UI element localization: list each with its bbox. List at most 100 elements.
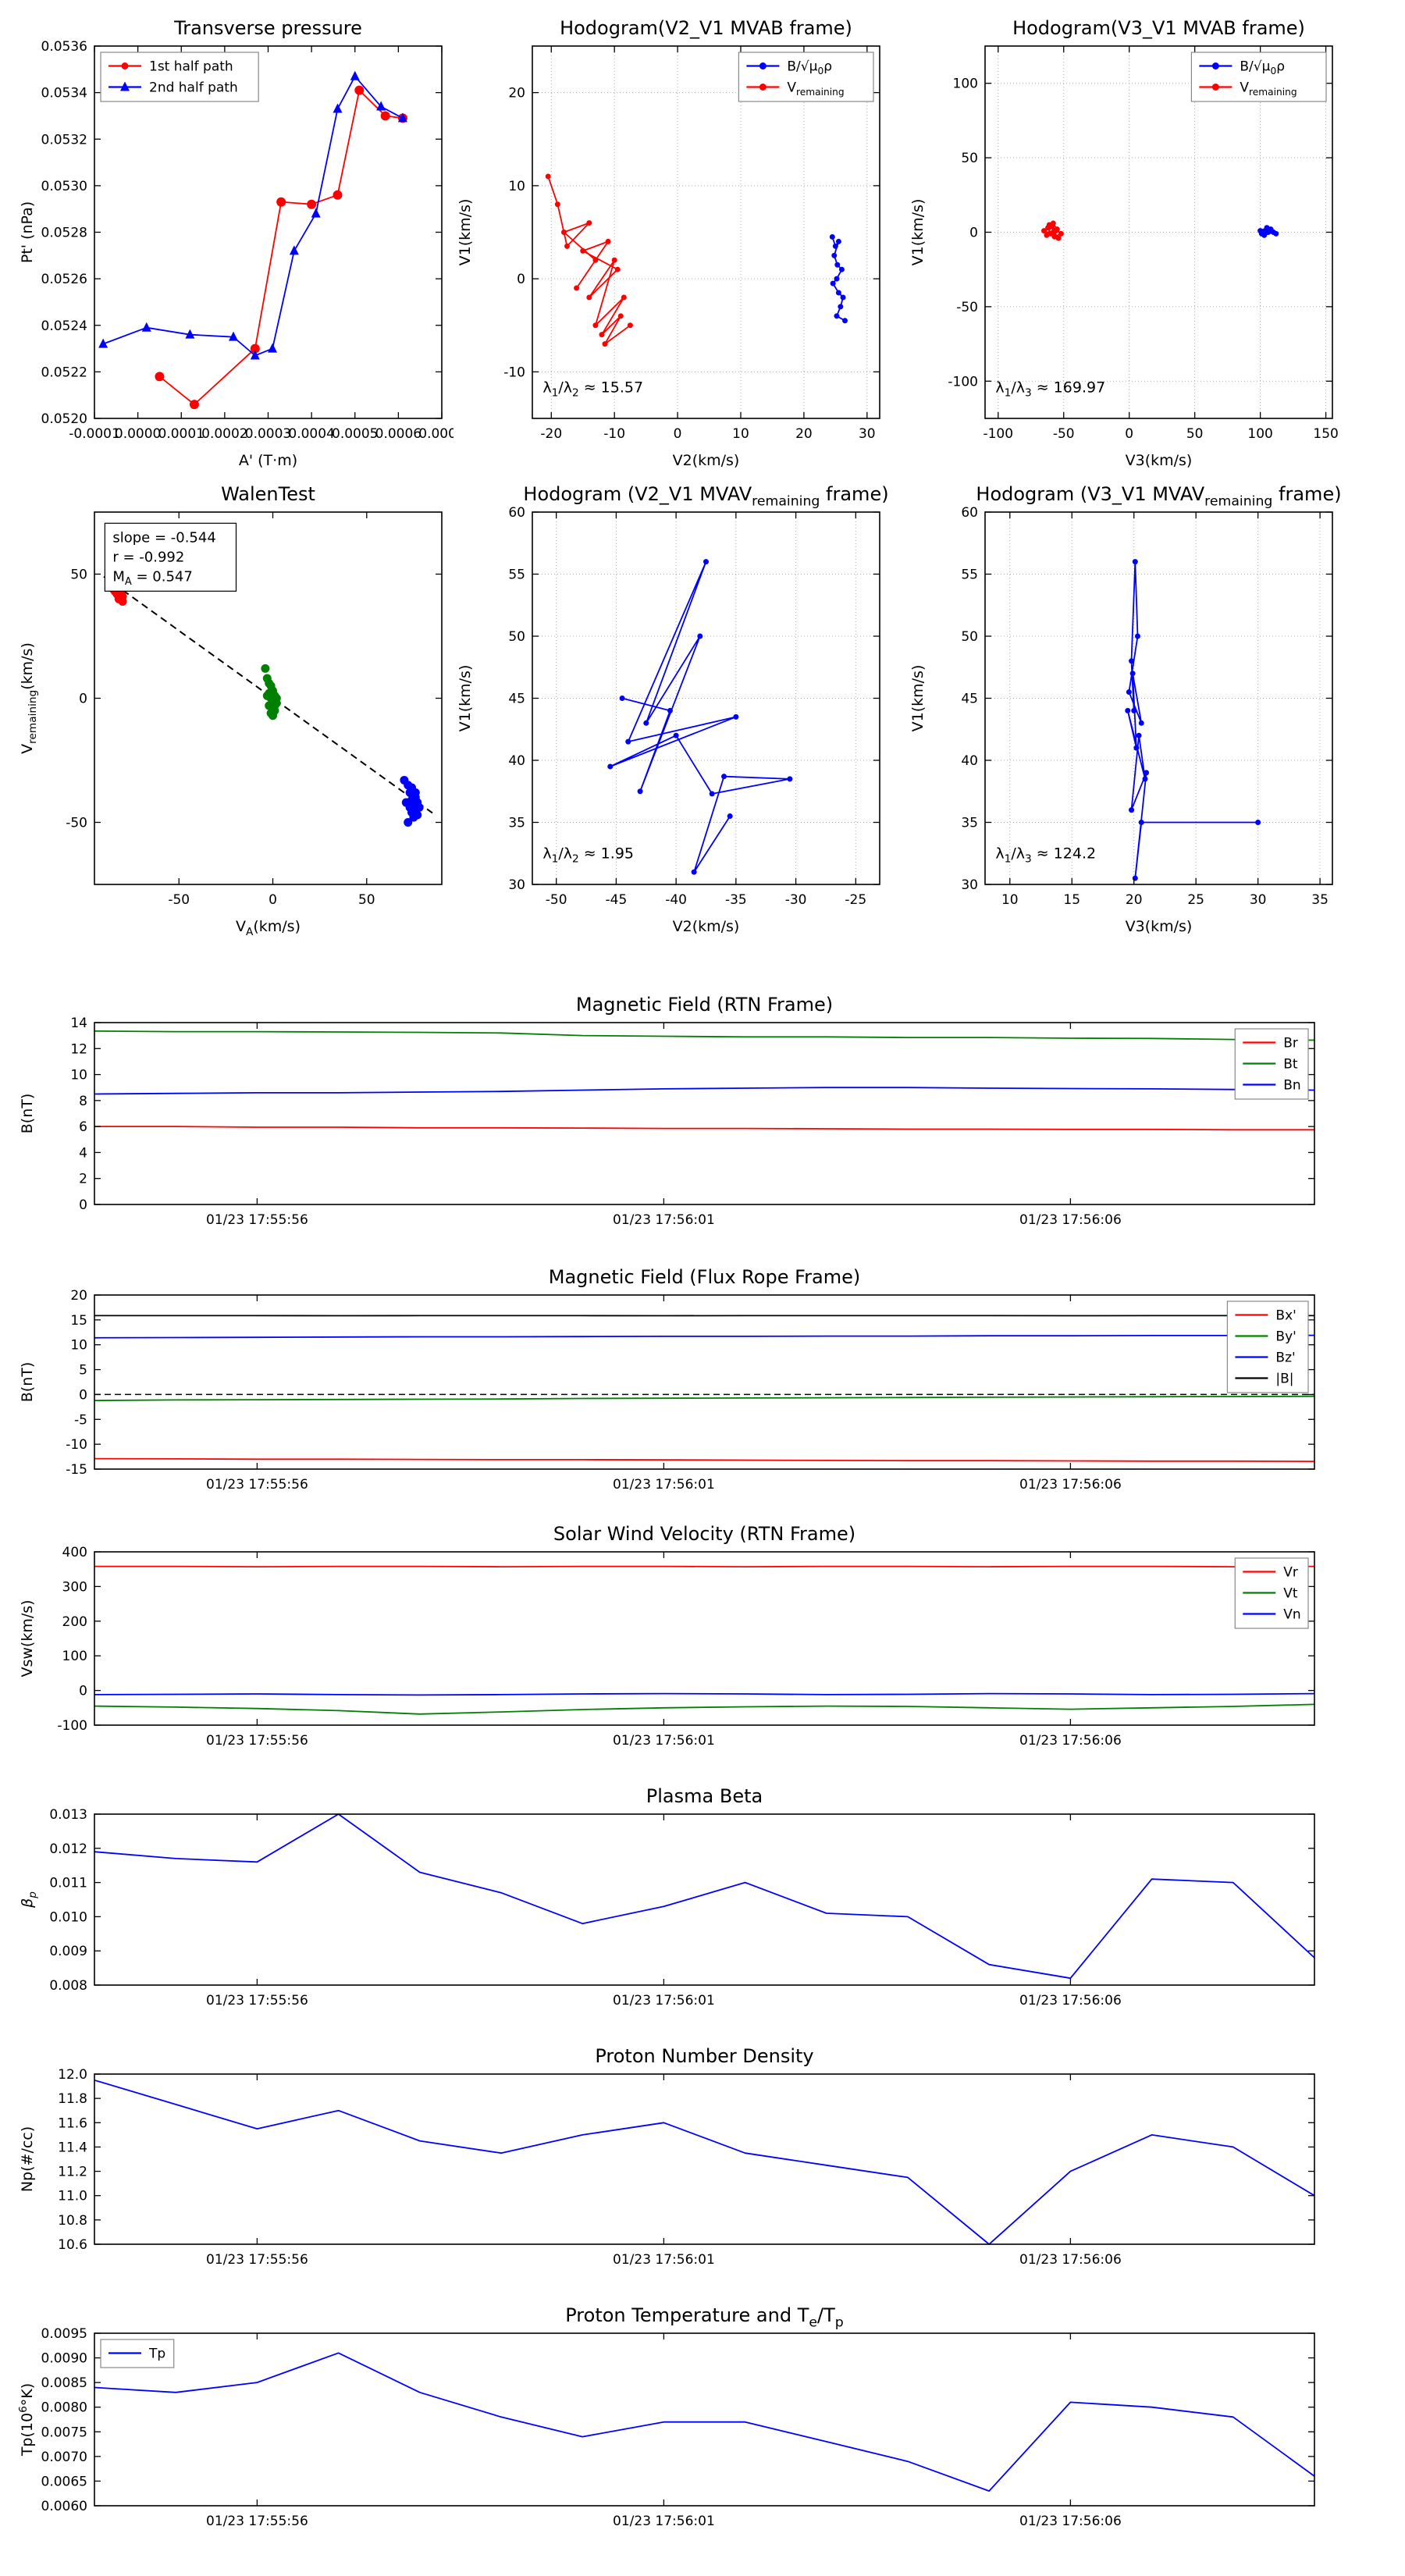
svg-text:01/23 17:56:06: 01/23 17:56:06 <box>1019 1993 1122 2008</box>
svg-text:01/23 17:55:56: 01/23 17:55:56 <box>206 2514 308 2529</box>
svg-text:-35: -35 <box>725 892 747 908</box>
svg-text:V2(km/s): V2(km/s) <box>673 452 740 469</box>
svg-text:10: 10 <box>1001 892 1019 908</box>
svg-text:11.2: 11.2 <box>58 2165 87 2180</box>
svg-text:2: 2 <box>79 1172 87 1187</box>
svg-text:10: 10 <box>508 179 525 194</box>
svg-text:25: 25 <box>1187 892 1204 908</box>
svg-text:5: 5 <box>79 1363 87 1379</box>
svg-text:01/23 17:55:56: 01/23 17:55:56 <box>206 1993 308 2008</box>
svg-text:01/23 17:56:01: 01/23 17:56:01 <box>613 1993 715 2008</box>
svg-text:-50: -50 <box>956 300 978 315</box>
svg-text:11.6: 11.6 <box>58 2115 87 2131</box>
svg-text:0.0005: 0.0005 <box>332 426 378 442</box>
svg-text:-15: -15 <box>66 1462 87 1478</box>
svg-text:0.008: 0.008 <box>49 1978 87 1994</box>
svg-text:V1(km/s): V1(km/s) <box>909 665 927 732</box>
svg-text:0.0080: 0.0080 <box>41 2400 87 2416</box>
svg-text:35: 35 <box>961 816 978 831</box>
svg-text:01/23 17:56:06: 01/23 17:56:06 <box>1019 2514 1122 2529</box>
svg-text:VA(km/s): VA(km/s) <box>236 918 301 938</box>
svg-text:V2(km/s): V2(km/s) <box>673 918 740 935</box>
svg-text:30: 30 <box>1250 892 1267 908</box>
svg-text:200: 200 <box>62 1614 87 1630</box>
svg-text:Plasma Beta: Plasma Beta <box>646 1785 763 1807</box>
svg-text:Pt' (nPa): Pt' (nPa) <box>19 201 36 263</box>
svg-text:Tp: Tp <box>148 2347 165 2362</box>
svg-text:-40: -40 <box>665 892 687 908</box>
svg-text:12.0: 12.0 <box>58 2067 87 2083</box>
svg-text:0.0007: 0.0007 <box>418 426 454 442</box>
svg-text:0.0060: 0.0060 <box>41 2499 87 2514</box>
svg-text:B(nT): B(nT) <box>19 1362 36 1403</box>
svg-text:λ1/λ3 ≈ 124.2: λ1/λ3 ≈ 124.2 <box>995 845 1096 866</box>
svg-text:-30: -30 <box>785 892 807 908</box>
svg-text:Transverse pressure: Transverse pressure <box>173 17 362 39</box>
svg-text:01/23 17:56:01: 01/23 17:56:01 <box>613 1477 715 1493</box>
svg-text:λ1/λ3 ≈ 169.97: λ1/λ3 ≈ 169.97 <box>995 379 1105 400</box>
svg-text:Solar Wind Velocity (RTN Frame: Solar Wind Velocity (RTN Frame) <box>553 1523 855 1545</box>
svg-text:10: 10 <box>70 1338 87 1354</box>
svg-text:11.8: 11.8 <box>58 2091 87 2107</box>
solar-wind-velocity-chart: 01/23 17:55:56 01/23 17:56:01 01/23 17:56:… <box>16 1513 1326 1774</box>
svg-text:45: 45 <box>508 692 525 707</box>
svg-text:0.009: 0.009 <box>49 1944 87 1959</box>
svg-text:0.013: 0.013 <box>49 1807 87 1823</box>
svg-text:0.0075: 0.0075 <box>41 2425 87 2440</box>
svg-text:V1(km/s): V1(km/s) <box>909 199 927 266</box>
magnetic-field-rtn-chart: 01/23 17:55:56 01/23 17:56:01 01/23 17:56:… <box>16 984 1326 1254</box>
svg-text:B/√μ0ρ: B/√μ0ρ <box>1240 59 1285 77</box>
svg-text:0: 0 <box>1125 426 1133 442</box>
svg-text:01/23 17:56:01: 01/23 17:56:01 <box>613 2514 715 2529</box>
svg-text:15: 15 <box>1063 892 1080 908</box>
svg-text:|B|: |B| <box>1275 1372 1293 1387</box>
svg-text:45: 45 <box>961 692 978 707</box>
svg-text:6: 6 <box>79 1119 87 1135</box>
svg-text:0.0070: 0.0070 <box>41 2450 87 2465</box>
svg-text:Bt: Bt <box>1283 1057 1298 1073</box>
svg-text:0.0004: 0.0004 <box>288 426 334 442</box>
svg-text:150: 150 <box>1313 426 1338 442</box>
svg-text:0.0520: 0.0520 <box>41 411 87 427</box>
svg-text:0.0002: 0.0002 <box>201 426 247 442</box>
svg-text:0: 0 <box>269 892 277 908</box>
svg-text:-45: -45 <box>606 892 628 908</box>
svg-text:0.011: 0.011 <box>49 1876 87 1891</box>
svg-text:-50: -50 <box>546 892 567 908</box>
svg-text:2nd half path: 2nd half path <box>149 80 238 96</box>
svg-text:0.0065: 0.0065 <box>41 2474 87 2489</box>
svg-text:V1(km/s): V1(km/s) <box>457 665 474 732</box>
proton-temperature-chart: 01/23 17:55:56 01/23 17:56:01 01/23 17:56:… <box>16 2294 1326 2555</box>
svg-text:4: 4 <box>79 1145 87 1161</box>
svg-text:-0.0001: -0.0001 <box>69 426 120 442</box>
svg-text:V1(km/s): V1(km/s) <box>457 199 474 266</box>
svg-text:V3(km/s): V3(km/s) <box>1126 918 1193 935</box>
svg-text:Bn: Bn <box>1283 1078 1300 1094</box>
svg-text:0.0006: 0.0006 <box>375 426 422 442</box>
hodogram-v3v1-mvav-chart: 10 15 20 25 30 35 30 35 40 45 50 55 60 Hodogram (V3_V… <box>907 474 1344 966</box>
svg-text:-100: -100 <box>948 374 978 390</box>
svg-text:11.4: 11.4 <box>58 2140 87 2155</box>
svg-text:14: 14 <box>70 1016 87 1031</box>
svg-text:30: 30 <box>859 426 876 442</box>
svg-text:βp: βp <box>19 1891 39 1909</box>
svg-text:10: 10 <box>732 426 749 442</box>
svg-text:-5: -5 <box>74 1412 87 1428</box>
svg-text:01/23 17:56:06: 01/23 17:56:06 <box>1019 1733 1122 1749</box>
svg-text:01/23 17:56:01: 01/23 17:56:01 <box>613 2252 715 2268</box>
svg-text:8: 8 <box>79 1094 87 1109</box>
hodogram-v2v1-mvav-chart: -50 -45 -40 -35 -30 -25 30 35 40 45 50 55 60 Hodogram… <box>454 474 891 966</box>
svg-text:50: 50 <box>1186 426 1204 442</box>
svg-text:0: 0 <box>79 692 87 707</box>
svg-text:Vt: Vt <box>1283 1586 1298 1602</box>
svg-text:0.0536: 0.0536 <box>41 39 87 55</box>
svg-text:Vremaining: Vremaining <box>787 80 844 98</box>
svg-text:Hodogram(V2_V1 MVAB frame): Hodogram(V2_V1 MVAB frame) <box>560 17 852 39</box>
svg-text:300: 300 <box>62 1579 87 1595</box>
svg-text:55: 55 <box>961 568 978 583</box>
svg-text:-10: -10 <box>603 426 625 442</box>
svg-text:Tp(106°K): Tp(106°K) <box>17 2383 36 2457</box>
svg-text:0: 0 <box>79 1684 87 1699</box>
svg-text:-50: -50 <box>168 892 190 908</box>
